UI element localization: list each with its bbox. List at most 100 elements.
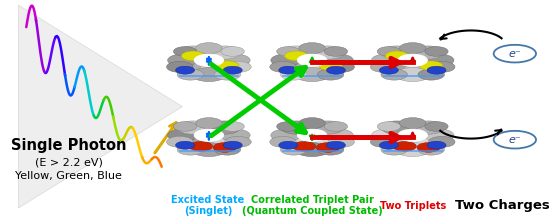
Circle shape [176,66,195,74]
Circle shape [180,125,238,150]
Circle shape [378,49,421,67]
Circle shape [297,129,327,141]
Circle shape [418,69,444,80]
Circle shape [214,69,240,80]
Circle shape [271,54,300,66]
Circle shape [280,69,307,80]
Circle shape [221,47,244,56]
Circle shape [209,46,240,59]
Circle shape [221,122,244,131]
Circle shape [220,129,250,141]
Circle shape [270,136,296,147]
Circle shape [199,62,239,79]
Circle shape [372,129,401,141]
Circle shape [177,144,204,155]
Circle shape [381,46,413,59]
Circle shape [196,43,222,54]
Circle shape [304,124,347,142]
Circle shape [175,49,217,67]
Circle shape [324,129,353,141]
Circle shape [194,54,224,66]
Circle shape [189,45,229,62]
Circle shape [169,57,206,72]
Text: (Singlet): (Singlet) [184,206,232,216]
Circle shape [415,57,453,72]
Circle shape [429,61,455,72]
Circle shape [381,144,407,155]
Text: e⁻: e⁻ [508,135,521,145]
Circle shape [415,132,453,147]
Circle shape [318,69,344,80]
Text: Correlated Triplet Pair: Correlated Triplet Pair [251,195,373,205]
Circle shape [304,49,347,67]
Circle shape [295,143,329,157]
Circle shape [277,122,300,131]
Circle shape [371,136,397,147]
Circle shape [403,62,444,79]
Circle shape [176,141,195,149]
Circle shape [326,66,345,74]
Circle shape [403,137,444,154]
Circle shape [292,45,332,62]
Circle shape [280,46,312,59]
Circle shape [371,61,397,72]
Circle shape [328,136,354,147]
Circle shape [396,143,430,157]
Circle shape [295,67,329,82]
Circle shape [175,124,217,142]
Circle shape [425,122,448,131]
Circle shape [418,144,444,155]
Circle shape [201,124,243,142]
Circle shape [177,121,209,134]
Circle shape [166,61,193,72]
Text: e⁻: e⁻ [508,49,521,59]
Circle shape [201,49,243,67]
Circle shape [379,66,398,74]
Circle shape [302,62,343,79]
Text: (E > 2.2 eV): (E > 2.2 eV) [35,158,103,168]
Circle shape [377,47,401,56]
Circle shape [379,141,398,149]
Circle shape [178,137,218,154]
Circle shape [413,46,444,59]
Text: Single Photon: Single Photon [11,138,126,153]
Circle shape [199,137,239,154]
Circle shape [174,47,197,56]
Circle shape [180,50,238,75]
Circle shape [189,141,213,151]
Circle shape [283,50,341,75]
Circle shape [312,46,344,59]
Circle shape [393,141,416,151]
Circle shape [216,61,239,71]
Circle shape [429,136,455,147]
Circle shape [169,132,206,147]
Circle shape [396,67,430,82]
Circle shape [319,61,342,71]
Circle shape [272,57,310,72]
Circle shape [292,120,332,137]
Circle shape [328,61,354,72]
Circle shape [427,66,446,74]
Circle shape [400,118,426,129]
Circle shape [211,57,248,72]
Circle shape [302,137,343,154]
Circle shape [324,54,353,66]
Circle shape [405,124,447,142]
Circle shape [377,122,401,131]
Circle shape [383,50,442,75]
Circle shape [272,132,310,147]
Circle shape [211,132,248,147]
Text: Excited State: Excited State [171,195,244,205]
Text: Two Charges: Two Charges [455,199,550,212]
Circle shape [382,137,422,154]
Text: Two Triplets: Two Triplets [379,201,446,211]
Circle shape [178,62,218,79]
Circle shape [326,141,345,149]
Circle shape [209,121,240,134]
Circle shape [425,47,448,56]
Circle shape [393,120,433,137]
Polygon shape [18,5,182,208]
Circle shape [398,54,427,66]
Circle shape [381,69,407,80]
Circle shape [280,121,312,134]
